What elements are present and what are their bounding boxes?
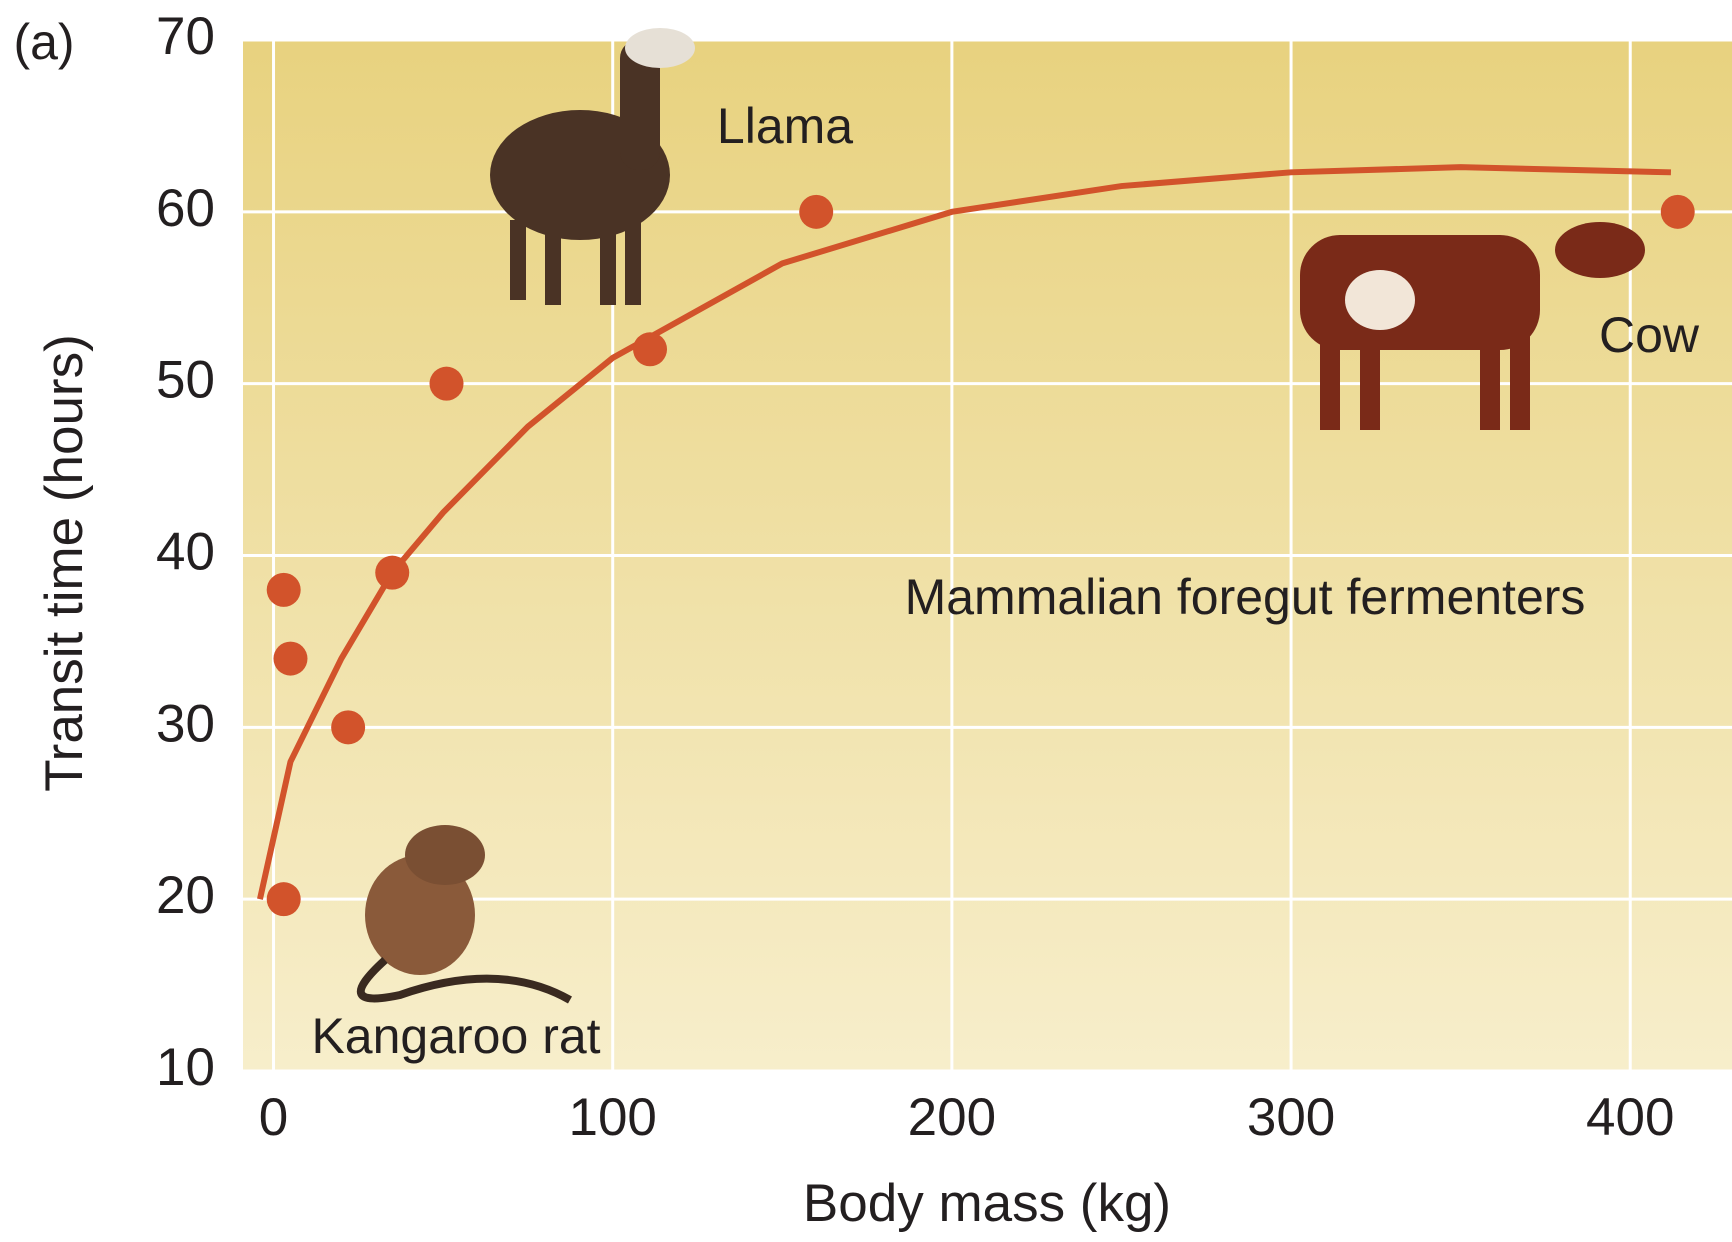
panel-label: (a) bbox=[13, 14, 74, 70]
llama-figure bbox=[490, 28, 695, 305]
x-tick-label: 200 bbox=[908, 1088, 996, 1147]
data-point bbox=[1660, 194, 1695, 229]
annotation: Llama bbox=[717, 98, 853, 154]
fit-curve bbox=[257, 164, 1672, 900]
y-axis-label: Transit time (hours) bbox=[35, 334, 94, 791]
x-tick-label: 300 bbox=[1247, 1088, 1335, 1147]
data-point bbox=[266, 572, 301, 607]
y-tick-label: 50 bbox=[156, 351, 215, 410]
x-axis-label: Body mass (kg) bbox=[803, 1174, 1171, 1233]
y-tick-label: 10 bbox=[156, 1038, 215, 1097]
annotation: Cow bbox=[1599, 307, 1700, 363]
y-tick-label: 70 bbox=[156, 7, 215, 66]
data-point bbox=[375, 555, 410, 590]
cow-figure bbox=[1300, 222, 1645, 430]
x-tick-label: 400 bbox=[1586, 1088, 1674, 1147]
data-point bbox=[633, 332, 668, 367]
x-tick-label: 0 bbox=[259, 1088, 288, 1147]
y-tick-label: 60 bbox=[156, 179, 215, 238]
annotation: Mammalian foregut fermenters bbox=[905, 569, 1586, 625]
data-point bbox=[799, 194, 834, 229]
data-point bbox=[273, 641, 308, 676]
y-tick-label: 40 bbox=[156, 523, 215, 582]
annotation: Kangaroo rat bbox=[311, 1008, 600, 1064]
y-tick-label: 30 bbox=[156, 694, 215, 753]
y-tick-label: 20 bbox=[156, 866, 215, 925]
x-tick-label: 100 bbox=[568, 1088, 656, 1147]
data-point bbox=[266, 882, 301, 917]
data-point bbox=[429, 366, 464, 401]
marks bbox=[257, 164, 1695, 917]
data-point bbox=[331, 710, 366, 745]
kangaroo-rat-figure bbox=[356, 825, 572, 1004]
